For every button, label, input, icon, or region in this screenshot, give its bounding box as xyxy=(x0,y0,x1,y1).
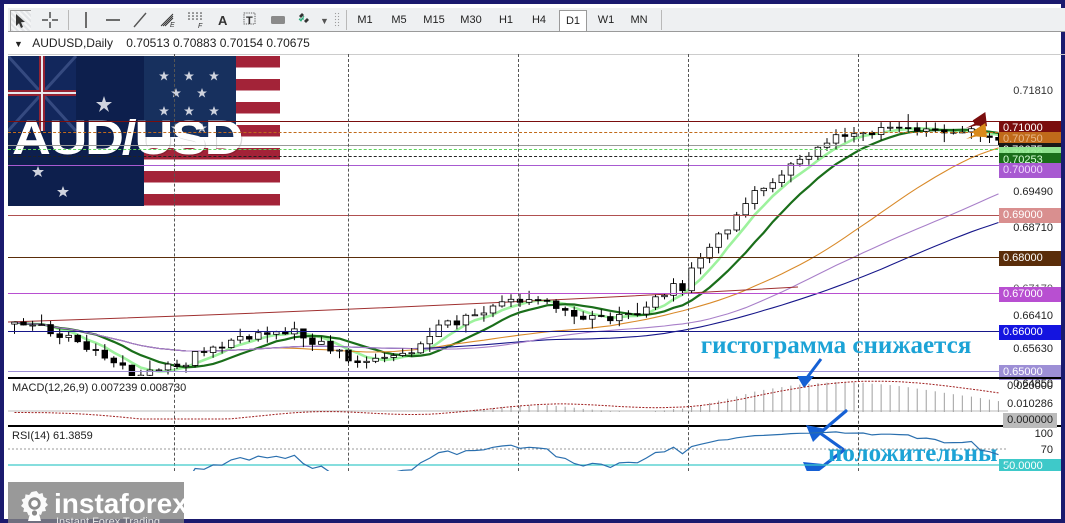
svg-text:E: E xyxy=(170,22,175,29)
svg-text:A: A xyxy=(218,13,228,28)
svg-text:F: F xyxy=(198,23,203,30)
svg-text:T: T xyxy=(246,15,253,27)
